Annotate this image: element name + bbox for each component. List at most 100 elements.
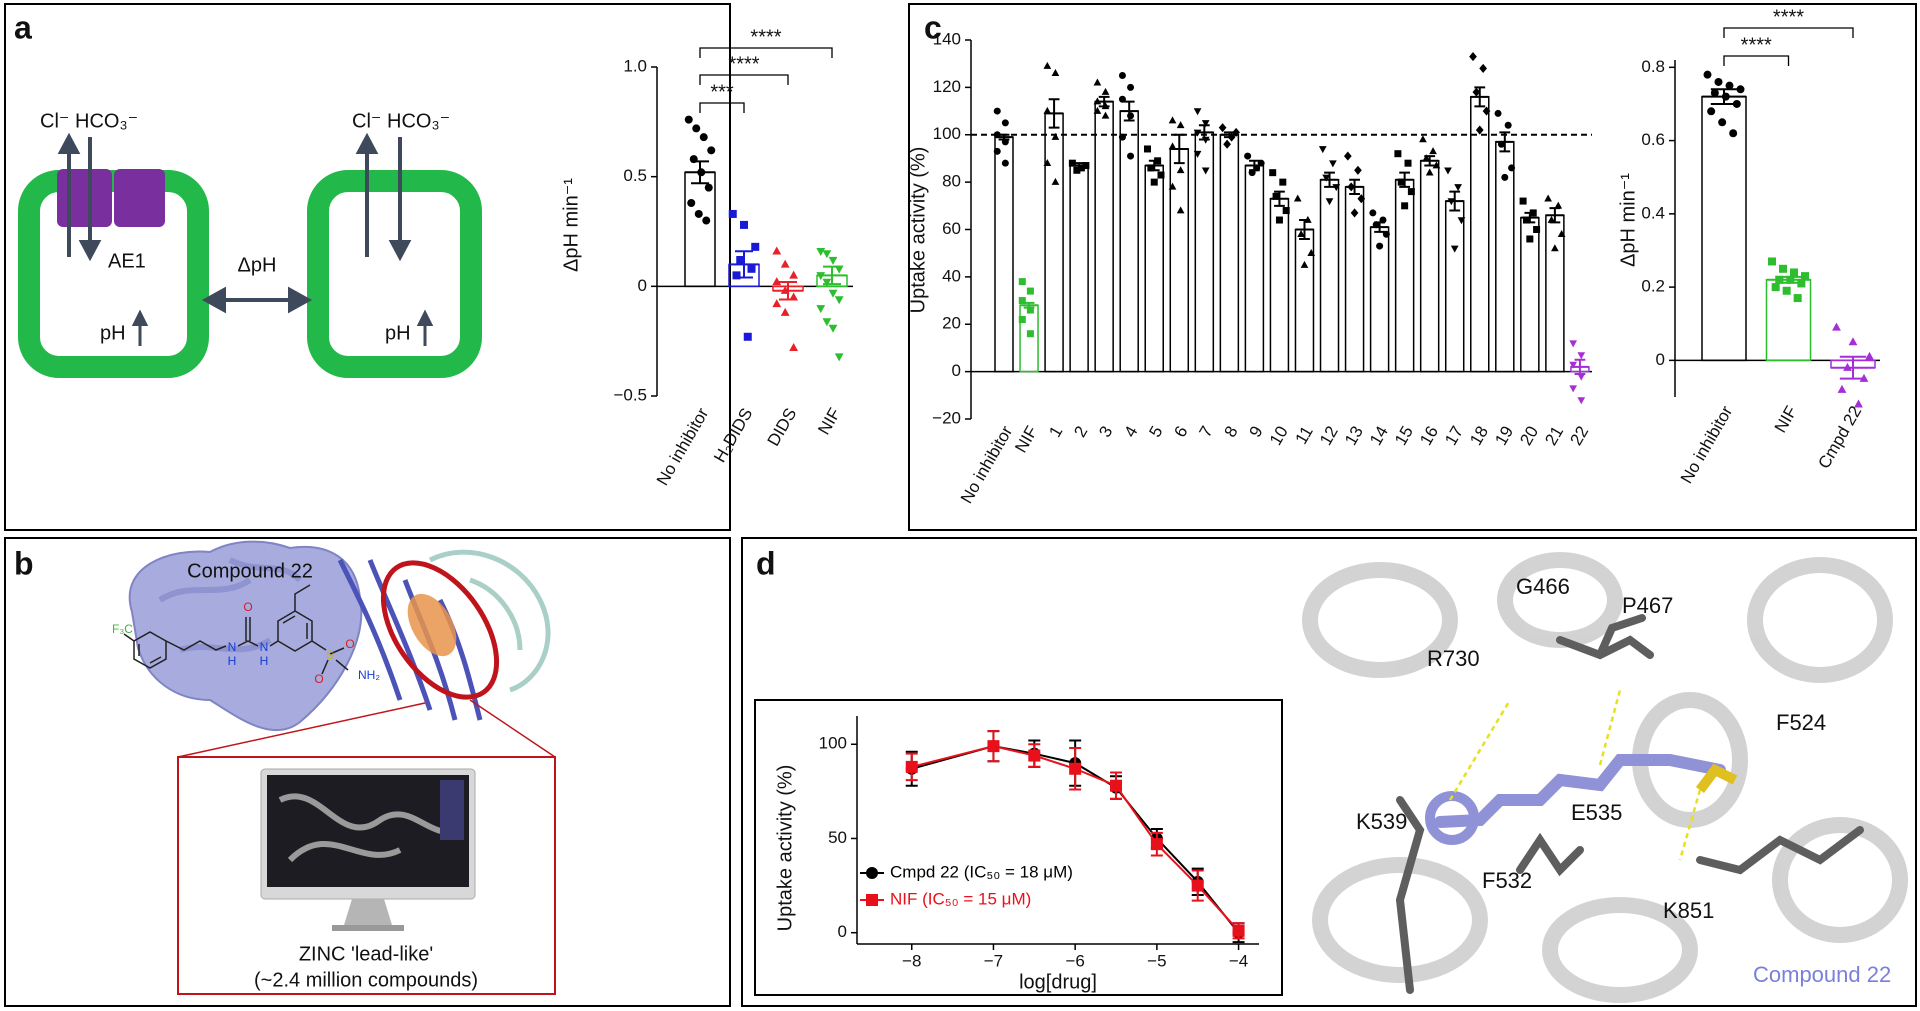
data-point: [1272, 192, 1280, 200]
data-point: [1725, 81, 1734, 90]
data-point: [1110, 779, 1123, 792]
double-bond: [245, 617, 251, 641]
x-tick-label: 16: [1416, 423, 1442, 449]
significance-label: ****: [750, 26, 781, 48]
significance-label: ***: [710, 81, 734, 103]
bar: [1419, 160, 1440, 373]
data-point: [789, 292, 799, 301]
data-point: [1193, 150, 1202, 158]
helix: [1747, 557, 1893, 683]
data-point: [1522, 216, 1530, 224]
bar: [1701, 95, 1747, 362]
data-point: [1533, 226, 1541, 233]
data-point: [1859, 373, 1869, 382]
data-point: [1051, 177, 1060, 185]
data-point: [822, 250, 832, 259]
gradient-label: ΔpH: [238, 254, 277, 276]
y-axis-label: Uptake activity (%): [907, 147, 929, 314]
x-tick-label: DIDS: [764, 405, 801, 450]
bond: [123, 633, 279, 651]
series-line: [911, 745, 1240, 932]
data-point: [1300, 260, 1309, 268]
y-tick-label: 0.8: [1641, 57, 1665, 76]
residue-stick: [1556, 614, 1654, 660]
error-bar: [1470, 86, 1489, 108]
bond: [321, 647, 349, 675]
y-tick-label: −0.5: [613, 385, 647, 404]
vesicle: [307, 170, 482, 378]
data-point: [707, 146, 716, 155]
x-tick-label: NIF: [1011, 423, 1041, 456]
data-point: [1422, 154, 1431, 162]
data-point: [772, 246, 782, 255]
data-point: [905, 760, 918, 773]
x-tick-label: 11: [1292, 423, 1317, 448]
data-point: [1201, 136, 1210, 144]
residue-label: R730: [1427, 646, 1480, 671]
y-tick-label: 0: [952, 361, 961, 380]
data-point: [1154, 157, 1162, 165]
data-point: [1843, 362, 1852, 371]
data-point: [1557, 230, 1566, 238]
data-point: [1093, 97, 1102, 105]
data-point: [1147, 164, 1155, 172]
arrowhead: [201, 286, 226, 314]
atom-label: O: [314, 672, 323, 686]
data-point: [1354, 165, 1362, 175]
benzene-ring: [277, 610, 313, 652]
bar: [1319, 179, 1340, 373]
error-bar: [1295, 219, 1314, 240]
x-tick-label: 18: [1466, 423, 1492, 449]
data-point: [1018, 278, 1026, 286]
data-point: [1157, 171, 1165, 179]
data-point: [1193, 108, 1202, 116]
vesicle: [18, 170, 209, 378]
significance-label: ****: [728, 53, 759, 75]
x-tick-label: No inhibitor: [1677, 402, 1737, 486]
data-point: [1379, 216, 1387, 224]
data-point: [1569, 385, 1578, 393]
data-point: [1073, 166, 1081, 174]
data-point: [732, 271, 741, 280]
data-point: [1376, 242, 1384, 250]
data-point: [1479, 63, 1487, 73]
data-point: [834, 353, 844, 362]
residue-label: G466: [1516, 574, 1570, 599]
helix-ribbon: [337, 558, 483, 721]
data-point: [1077, 164, 1085, 172]
y-tick-label: 0.4: [1641, 203, 1665, 222]
data-point: [1475, 125, 1484, 135]
data-point: [772, 277, 782, 286]
y-tick-label: 100: [819, 734, 847, 753]
data-point: [828, 289, 838, 298]
x-axis-label: log[drug]: [1019, 971, 1097, 993]
data-point: [772, 299, 782, 308]
data-point: [1848, 337, 1858, 346]
data-point: [1832, 322, 1841, 331]
y-tick-label: 0.6: [1641, 130, 1665, 149]
bar: [1044, 112, 1064, 373]
data-point: [1429, 147, 1437, 155]
data-point: [822, 318, 832, 327]
data-point: [1168, 182, 1177, 190]
data-point: [780, 285, 790, 294]
data-point: [687, 198, 696, 207]
data-point: [1322, 174, 1330, 182]
panel-label: a: [14, 9, 32, 45]
error-bar: [1495, 131, 1514, 153]
data-point: [1043, 158, 1052, 166]
atom-label: S: [326, 648, 334, 662]
y-tick-label: 120: [933, 77, 961, 96]
data-point: [1118, 95, 1126, 103]
x-tick-label: 7: [1195, 423, 1216, 441]
legend-label: NIF (IC₅₀ = 15 μM): [890, 889, 1031, 908]
residue-stick: [1516, 832, 1584, 877]
data-point: [1227, 132, 1236, 142]
significance-bracket: [1723, 55, 1790, 66]
data-point: [1782, 286, 1791, 295]
legend-label: Cmpd 22 (IC₅₀ = 18 μM): [890, 862, 1073, 881]
residue-label: K851: [1663, 898, 1714, 923]
binding-site: G466 P467 R730 F524 K539 E535 F532 K851 …: [1302, 552, 1908, 1003]
data-point: [1394, 150, 1402, 158]
